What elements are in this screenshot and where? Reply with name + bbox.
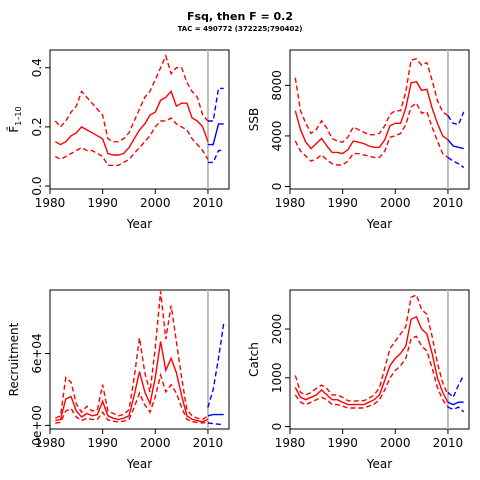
history-median-line: [54, 90, 209, 156]
x-tick-label: 2000: [140, 436, 171, 450]
x-tick-label: 1980: [35, 196, 66, 210]
x-tick-label: 1990: [87, 436, 118, 450]
x-tick-label: 1980: [35, 436, 66, 450]
projection-median-line: [447, 139, 464, 150]
x-axis-label: Year: [126, 217, 152, 231]
x-axis-label: Year: [126, 457, 152, 471]
projection-upper-line: [447, 375, 465, 399]
projection-lower-line: [447, 156, 465, 169]
history-upper-line: [294, 58, 449, 143]
y-tick-label: 0: [270, 423, 284, 431]
projection-lower-line: [447, 406, 465, 413]
x-axis-label: Year: [366, 457, 392, 471]
projection-median-line: [207, 123, 224, 146]
plot-frame: [289, 289, 470, 430]
y-axis-label: F̄1–10: [7, 106, 23, 132]
x-tick-label: 2010: [193, 436, 224, 450]
projection-lower-line: [207, 422, 224, 426]
projection-upper-line: [207, 87, 224, 122]
history-upper-line: [55, 291, 209, 421]
x-tick-label: 1990: [327, 436, 358, 450]
panel-catch: 1980 1990 2000 2010 0 1000 2000 Year Catch: [247, 289, 470, 471]
panel-recruitment: 1980 1990 2000 2010 0e+00 6e+04 Year Recruitmen…: [7, 289, 230, 471]
projection-upper-line: [207, 323, 225, 408]
x-axis-label: Year: [366, 217, 392, 231]
panel-ssb: 1980 1990 2000 2010 0 4000 8000 Year SSB: [247, 49, 470, 231]
x-tick-label: 1990: [87, 196, 118, 210]
plot-frame: [289, 49, 470, 190]
x-tick-label: 1980: [275, 196, 306, 210]
y-axis-label: Catch: [247, 342, 261, 377]
panel-fbar: 1980 1990 2000 2010 0.0 0.2 0.4 Year F̄1–10: [7, 49, 230, 231]
y-tick-label: 0.2: [30, 117, 44, 136]
y-tick-label: 0.0: [30, 176, 44, 195]
projection-median-line: [207, 413, 224, 417]
y-axis-label: SSB: [247, 108, 261, 131]
projection-upper-line: [447, 111, 465, 126]
y-tick-label: 8000: [270, 70, 284, 101]
history-lower-line: [294, 102, 449, 166]
y-axis-label: Recruitment: [7, 322, 21, 396]
history-lower-line: [54, 117, 209, 167]
x-tick-label: 2010: [193, 196, 224, 210]
projection-median-line: [447, 401, 464, 406]
history-median-line: [294, 80, 449, 155]
y-tick-label: 2000: [270, 314, 284, 345]
x-tick-label: 1980: [275, 436, 306, 450]
x-tick-label: 1990: [327, 196, 358, 210]
history-median-line: [55, 341, 209, 423]
x-tick-label: 2010: [433, 196, 464, 210]
y-tick-label: 6e+04: [30, 333, 44, 373]
projection-lower-line: [207, 149, 224, 164]
y-tick-label: 4000: [270, 121, 284, 152]
history-upper-line: [294, 293, 449, 402]
chart-title: Fsq, then F = 0.2: [187, 10, 293, 23]
x-tick-label: 2010: [433, 436, 464, 450]
chart-subtitle: TAC = 490772 (372225;790402): [178, 25, 303, 33]
x-tick-label: 2000: [380, 196, 411, 210]
y-tick-label: 0e+00: [30, 405, 44, 445]
y-tick-label: 0: [270, 183, 284, 191]
y-tick-label: 0.4: [30, 58, 44, 77]
history-upper-line: [54, 53, 209, 143]
x-tick-label: 2000: [140, 196, 171, 210]
x-tick-label: 2000: [380, 436, 411, 450]
plot-frame: [49, 289, 230, 430]
plot-frame: [49, 49, 230, 190]
history-median-line: [294, 315, 449, 406]
y-tick-label: 1000: [270, 363, 284, 394]
